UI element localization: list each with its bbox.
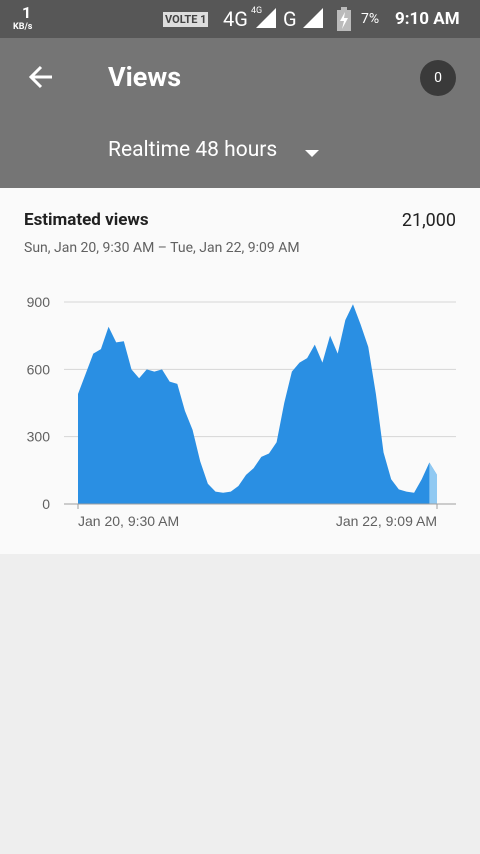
partial-area [429,462,437,504]
dropdown-arrow[interactable] [304,148,320,158]
battery: 7% [361,11,380,27]
y-tick-label: 300 [27,429,51,445]
x-tick-label: Jan 20, 9:30 AM [78,513,179,529]
app-bar: Views 0 Realtime 48 hours [0,38,480,188]
network: 4G [223,7,248,31]
network2: G [283,7,297,31]
y-tick-label: 0 [42,496,50,512]
speed-unit: KB/s [13,22,33,32]
x-tick-label: Jan 22, 9:09 AM [336,513,437,529]
card-total: 21,000 [401,210,456,231]
status-bar: 1 KB/s VOLTE 1 4G 4G G 7% 9:10 AM [0,0,480,38]
network-small: 4G [251,6,263,16]
y-tick-label: 600 [27,361,51,377]
card-range: Sun, Jan 20, 9:30 AM – Tue, Jan 22, 9:09… [24,240,300,256]
speed: 1 [22,3,32,22]
back-button[interactable] [28,64,54,90]
card-title: Estimated views [24,210,149,230]
y-tick-label: 900 [27,294,51,310]
signal-icon [303,8,323,28]
volte: VOLTE 1 [163,12,209,27]
clock: 9:10 AM [395,9,460,29]
period-dropdown[interactable]: Realtime 48 hours [108,138,278,162]
battery-icon [337,7,351,31]
signal-icon [256,8,276,28]
area [78,304,437,504]
chart: 0 300 600 900 Jan 20, 9:30 AM Jan 22, 9:09 AM [27,294,456,529]
title: Views [108,61,182,93]
notification-badge[interactable]: 0 [420,60,456,96]
